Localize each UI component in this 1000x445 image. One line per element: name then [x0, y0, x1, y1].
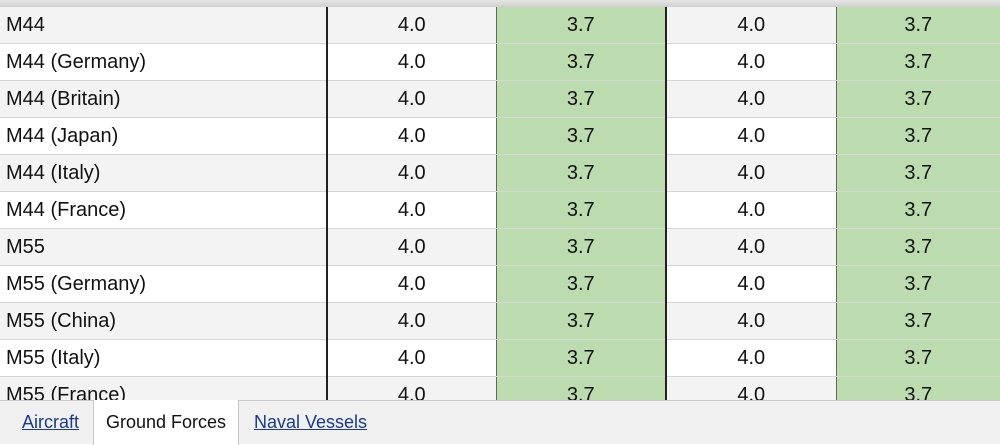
cell-value: 3.7	[835, 117, 1000, 155]
cell-value: 4.0	[665, 339, 836, 377]
table-row: M44 4.0 3.7 4.0 3.7	[0, 7, 1000, 44]
cell-value: 4.0	[665, 80, 836, 118]
cell-value: 4.0	[665, 265, 836, 303]
table-row: M44 (France) 4.0 3.7 4.0 3.7	[0, 191, 1000, 229]
cell-value: 4.0	[326, 7, 496, 44]
cell-value: 4.0	[665, 191, 836, 229]
cell-value: 3.7	[495, 265, 666, 303]
cell-value: 4.0	[326, 43, 496, 81]
table-row: M55 (Germany) 4.0 3.7 4.0 3.7	[0, 265, 1000, 303]
row-name: M55 (Italy)	[0, 339, 327, 377]
cell-value: 3.7	[835, 154, 1000, 192]
table-row: M44 (Britain) 4.0 3.7 4.0 3.7	[0, 80, 1000, 118]
cell-value: 4.0	[326, 339, 496, 377]
table-row: M44 (Japan) 4.0 3.7 4.0 3.7	[0, 117, 1000, 155]
cell-value: 4.0	[326, 80, 496, 118]
row-name: M55 (Germany)	[0, 265, 327, 303]
cell-value: 4.0	[665, 154, 836, 192]
cell-value: 3.7	[495, 43, 666, 81]
row-name: M44 (Italy)	[0, 154, 327, 192]
spreadsheet: M44 4.0 3.7 4.0 3.7 M44 (Germany) 4.0 3.7 4.0 3.7…	[0, 7, 1000, 400]
cell-value: 3.7	[495, 80, 666, 118]
table-row: M44 (Italy) 4.0 3.7 4.0 3.7	[0, 154, 1000, 192]
cell-value: 3.7	[495, 191, 666, 229]
cell-value: 4.0	[665, 7, 836, 44]
row-name: M44 (France)	[0, 191, 327, 229]
cell-value: 4.0	[326, 154, 496, 192]
cell-value: 4.0	[665, 43, 836, 81]
cell-value: 4.0	[665, 376, 836, 400]
cell-value: 3.7	[495, 7, 666, 44]
row-name: M44	[0, 7, 327, 44]
cell-value: 3.7	[495, 339, 666, 377]
row-name: M55	[0, 228, 327, 266]
cell-value: 3.7	[495, 117, 666, 155]
row-name: M55 (China)	[0, 302, 327, 340]
cell-value: 3.7	[835, 339, 1000, 377]
sheet-tabs: Aircraft Ground Forces Naval Vessels	[0, 400, 1000, 445]
sheet-tab[interactable]: Naval Vessels	[254, 412, 368, 432]
sheet-tab[interactable]: Ground Forces	[93, 400, 240, 445]
cell-value: 4.0	[326, 302, 496, 340]
cell-value: 4.0	[326, 376, 496, 400]
cell-value: 3.7	[835, 7, 1000, 44]
cell-value: 3.7	[495, 376, 666, 400]
row-name: M55 (France)	[0, 376, 327, 400]
cell-value: 4.0	[665, 228, 836, 266]
cell-value: 4.0	[326, 228, 496, 266]
row-name: M44 (Britain)	[0, 80, 327, 118]
cell-value: 3.7	[495, 154, 666, 192]
table-row: M55 4.0 3.7 4.0 3.7	[0, 228, 1000, 266]
cell-value: 3.7	[835, 80, 1000, 118]
cell-value: 3.7	[835, 376, 1000, 400]
cell-value: 4.0	[326, 265, 496, 303]
cell-value: 4.0	[326, 117, 496, 155]
cell-value: 4.0	[665, 117, 836, 155]
row-name: M44 (Germany)	[0, 43, 327, 81]
cell-value: 3.7	[835, 228, 1000, 266]
cell-value: 3.7	[835, 43, 1000, 81]
table-row: M55 (China) 4.0 3.7 4.0 3.7	[0, 302, 1000, 340]
data-table: M44 4.0 3.7 4.0 3.7 M44 (Germany) 4.0 3.7 4.0 3.7…	[0, 7, 1000, 400]
row-name: M44 (Japan)	[0, 117, 327, 155]
cell-value: 3.7	[495, 302, 666, 340]
cell-value: 4.0	[665, 302, 836, 340]
cell-value: 4.0	[326, 191, 496, 229]
cell-value: 3.7	[495, 228, 666, 266]
cell-value: 3.7	[835, 302, 1000, 340]
table-row: M55 (Italy) 4.0 3.7 4.0 3.7	[0, 339, 1000, 377]
table-row: M44 (Germany) 4.0 3.7 4.0 3.7	[0, 43, 1000, 81]
cell-value: 3.7	[835, 265, 1000, 303]
cell-value: 3.7	[835, 191, 1000, 229]
sheet-tab[interactable]: Aircraft	[22, 412, 80, 432]
toolbar-edge	[0, 0, 1000, 7]
table-row: M55 (France) 4.0 3.7 4.0 3.7	[0, 376, 1000, 400]
